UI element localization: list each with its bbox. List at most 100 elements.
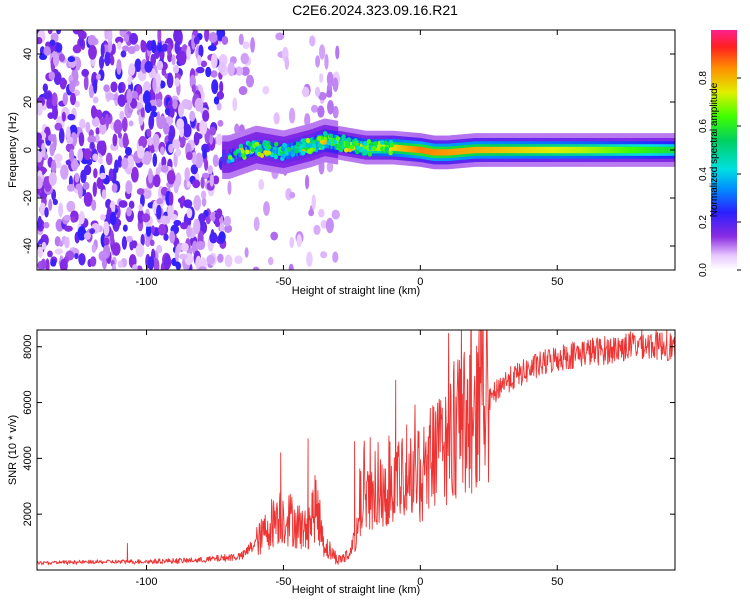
heatmap-cell [317, 143, 323, 149]
heatmap-cell [78, 132, 85, 147]
heatmap-cell [143, 90, 151, 104]
heatmap-cell [78, 210, 85, 225]
heatmap-cell [223, 153, 227, 162]
heatmap-cell [430, 148, 434, 156]
heatmap-cell [143, 151, 152, 166]
heatmap-cell [336, 143, 342, 149]
heatmap-cell [570, 146, 574, 154]
heatmap-cell [131, 90, 139, 101]
heatmap-cell [208, 32, 218, 43]
heatmap-cell [534, 146, 537, 154]
heatmap-cell [258, 147, 263, 153]
heatmap-cell [145, 239, 151, 247]
heatmap-cell [64, 236, 70, 249]
heatmap-cell [468, 147, 472, 154]
heatmap-cell [132, 240, 138, 249]
heatmap-cell [92, 96, 99, 104]
heatmap-cell [296, 234, 302, 248]
heatmap-cell [273, 154, 279, 160]
heatmap-cell [113, 119, 123, 134]
heatmap-cell [593, 146, 597, 154]
heatmap-cell [575, 146, 579, 154]
heatmap-cell [644, 146, 648, 154]
heatmap-cell [263, 201, 270, 216]
heatmap-cell [603, 146, 606, 154]
heatmap-cell [306, 251, 313, 267]
heatmap-cell [353, 141, 359, 146]
x-tick-label: -100 [136, 276, 158, 288]
heatmap-cell [394, 144, 398, 151]
heatmap-cell [60, 164, 69, 180]
heatmap-cell [238, 149, 242, 158]
heatmap-cell [114, 159, 119, 174]
heatmap-cell [45, 258, 50, 270]
heatmap-cell [156, 245, 163, 254]
heatmap-cell [217, 253, 224, 263]
heatmap-cell [53, 153, 63, 163]
heatmap-cell [554, 146, 557, 154]
heatmap-cell [52, 53, 60, 67]
heatmap-cell [389, 142, 395, 148]
heatmap-cell [106, 92, 115, 101]
y-tick-label: 2000 [22, 502, 34, 526]
heatmap-cell [586, 146, 590, 154]
heatmap-cell [396, 144, 399, 152]
heatmap-cell [216, 208, 223, 218]
heatmap-cell [542, 146, 546, 154]
heatmap-cell [74, 100, 80, 108]
heatmap-cell [250, 37, 255, 53]
heatmap-cell [68, 148, 75, 162]
heatmap-cell [535, 146, 539, 154]
heatmap-cell [64, 225, 73, 232]
heatmap-cell [289, 236, 295, 249]
heatmap-cell [281, 153, 286, 159]
heatmap-cell [491, 146, 495, 154]
heatmap-cell [480, 146, 483, 154]
heatmap-cell [568, 146, 572, 154]
heatmap-cell [52, 105, 59, 120]
heatmap-cell [77, 225, 87, 241]
heatmap-cell [465, 147, 468, 154]
heatmap-cell [89, 142, 95, 150]
heatmap-cell [241, 66, 250, 77]
heatmap-cell [128, 63, 136, 76]
heatmap-cell [443, 149, 447, 156]
heatmap-cell [67, 113, 76, 121]
heatmap-cell [503, 146, 506, 154]
heatmap-cell [278, 147, 281, 156]
heatmap-cell [588, 146, 592, 154]
heatmap-cell [565, 146, 569, 154]
heatmap-cell [393, 144, 396, 151]
heatmap-cell [119, 110, 125, 120]
heatmap-cell [545, 146, 549, 154]
heatmap-cell [41, 241, 47, 250]
heatmap-cell [261, 144, 265, 153]
heatmap-cell [238, 33, 244, 46]
heatmap-cell [80, 169, 87, 184]
heatmap-cell [282, 143, 287, 148]
heatmap-cell [347, 141, 350, 148]
heatmap-cell [263, 144, 266, 154]
heatmap-cell [215, 133, 223, 146]
heatmap-cell [126, 206, 132, 217]
heatmap-cell [327, 99, 334, 115]
heatmap-cell [207, 44, 217, 51]
heatmap-cell [51, 159, 57, 175]
heatmap-cell [234, 255, 243, 265]
heatmap-cell [391, 144, 395, 151]
heatmap-cell [111, 263, 117, 270]
heatmap-cell [87, 34, 97, 46]
heatmap-cell [262, 141, 267, 146]
heatmap-cell [252, 266, 260, 270]
heatmap-cell [326, 140, 331, 146]
heatmap-cell [186, 45, 191, 61]
heatmap-cell [166, 170, 176, 185]
heatmap-cell [91, 199, 97, 211]
heatmap-cell [325, 217, 334, 234]
heatmap-cell [146, 128, 152, 137]
heatmap-cell [667, 146, 671, 154]
heatmap-cell [320, 219, 328, 229]
heatmap-cell [463, 147, 467, 155]
heatmap-cell [583, 146, 587, 154]
y-tick-label: -20 [22, 190, 34, 206]
